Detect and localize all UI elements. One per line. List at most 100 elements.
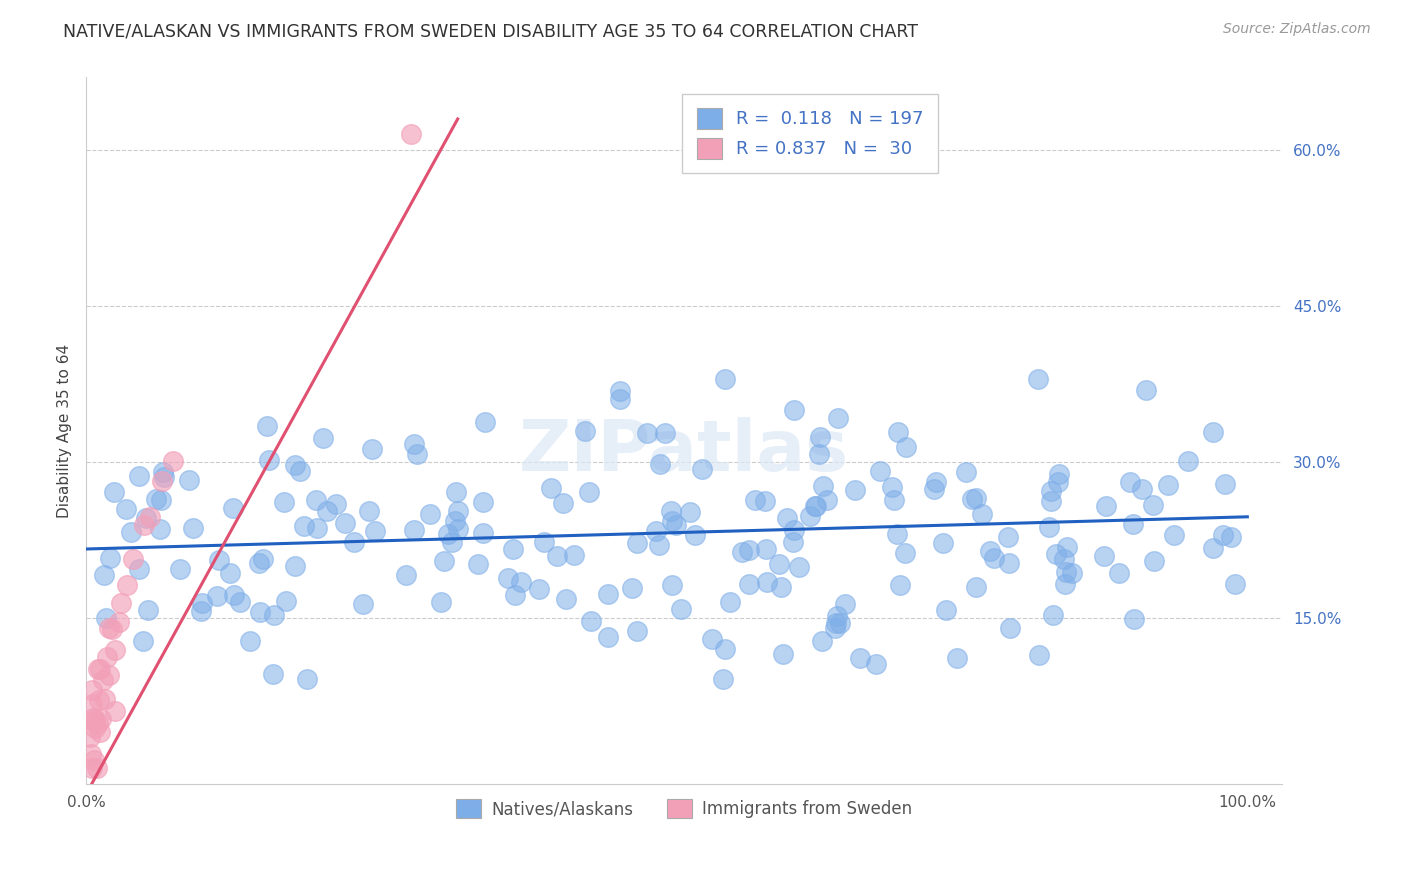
Point: [79, 730, 101, 744]
Point: [744, 492, 766, 507]
Point: [648, 538, 671, 552]
Point: [169, 562, 191, 576]
Point: [429, 595, 451, 609]
Point: [83, 714, 105, 728]
Point: [551, 496, 574, 510]
Point: [755, 542, 778, 557]
Point: [284, 458, 307, 472]
Point: [190, 604, 212, 618]
Point: [138, 602, 160, 616]
Point: [626, 536, 648, 550]
Point: [738, 577, 761, 591]
Point: [107, 615, 129, 629]
Point: [683, 527, 706, 541]
Point: [229, 595, 252, 609]
Point: [93, 673, 115, 687]
Point: [183, 521, 205, 535]
Point: [609, 384, 631, 398]
Point: [134, 517, 156, 532]
Point: [352, 597, 374, 611]
Point: [834, 597, 856, 611]
Point: [1202, 425, 1225, 439]
Point: [998, 556, 1021, 570]
Point: [90, 712, 112, 726]
Point: [955, 465, 977, 479]
Point: [205, 589, 228, 603]
Point: [104, 704, 127, 718]
Point: [256, 419, 278, 434]
Point: [1054, 565, 1077, 579]
Point: [503, 589, 526, 603]
Point: [128, 469, 150, 483]
Point: [1122, 517, 1144, 532]
Point: [887, 425, 910, 439]
Point: [472, 495, 495, 509]
Point: [713, 641, 735, 656]
Point: [84, 712, 107, 726]
Point: [496, 571, 519, 585]
Point: [782, 523, 804, 537]
Point: [965, 580, 987, 594]
Point: [1042, 608, 1064, 623]
Point: [844, 483, 866, 497]
Point: [825, 615, 848, 630]
Point: [502, 541, 524, 556]
Point: [135, 511, 157, 525]
Point: [98, 621, 121, 635]
Point: [419, 507, 441, 521]
Point: [305, 492, 328, 507]
Point: [547, 549, 569, 563]
Point: [276, 594, 298, 608]
Point: [98, 668, 121, 682]
Point: [87, 692, 110, 706]
Point: [252, 551, 274, 566]
Point: [581, 614, 603, 628]
Point: [132, 633, 155, 648]
Point: [1213, 477, 1236, 491]
Point: [128, 562, 150, 576]
Point: [307, 521, 329, 535]
Point: [578, 484, 600, 499]
Point: [86, 761, 108, 775]
Text: ZIPatlas: ZIPatlas: [519, 417, 849, 486]
Point: [932, 536, 955, 550]
Point: [562, 548, 585, 562]
Point: [1219, 530, 1241, 544]
Point: [96, 649, 118, 664]
Point: [998, 621, 1021, 635]
Point: [776, 511, 799, 525]
Point: [86, 661, 108, 675]
Point: [444, 485, 467, 500]
Point: [1046, 475, 1069, 490]
Point: [1142, 554, 1164, 568]
Point: [803, 499, 825, 513]
Point: [474, 415, 496, 429]
Point: [89, 724, 111, 739]
Point: [827, 410, 849, 425]
Y-axis label: Disability Age 35 to 64: Disability Age 35 to 64: [58, 343, 72, 517]
Point: [1212, 528, 1234, 542]
Point: [889, 578, 911, 592]
Point: [849, 651, 872, 665]
Point: [444, 514, 467, 528]
Point: [399, 127, 422, 141]
Point: [935, 602, 957, 616]
Point: [1142, 498, 1164, 512]
Point: [596, 587, 619, 601]
Point: [756, 574, 779, 589]
Point: [343, 534, 366, 549]
Point: [1202, 541, 1225, 556]
Point: [1045, 547, 1067, 561]
Point: [970, 507, 993, 521]
Point: [894, 440, 917, 454]
Point: [82, 711, 104, 725]
Point: [273, 495, 295, 509]
Point: [145, 491, 167, 506]
Point: [787, 560, 810, 574]
Point: [364, 524, 387, 539]
Point: [738, 543, 761, 558]
Point: [636, 425, 658, 440]
Point: [83, 753, 105, 767]
Point: [208, 553, 231, 567]
Point: [239, 634, 262, 648]
